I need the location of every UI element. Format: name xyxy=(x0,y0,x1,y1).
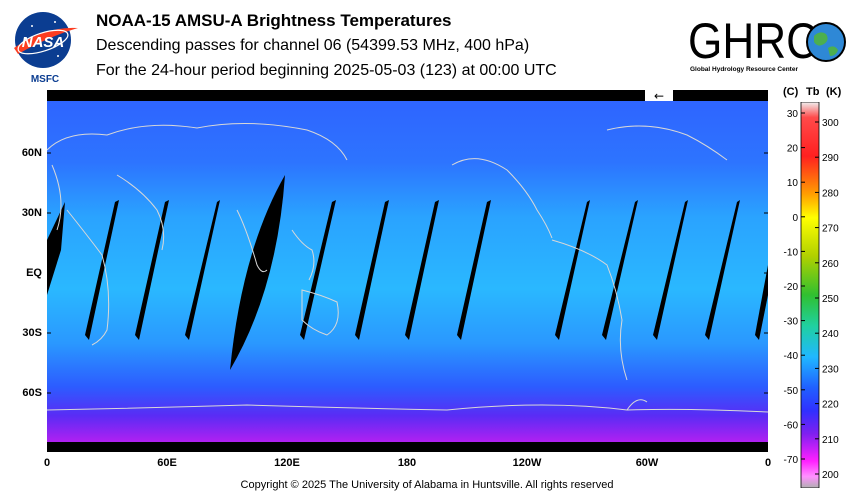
unit-kelvin: (K) xyxy=(826,86,842,98)
arrow-icon: ← xyxy=(645,90,673,103)
kelvin-tick-label: 230 xyxy=(822,364,839,375)
lon-label-60w: 60W xyxy=(635,457,659,469)
copyright-text: Copyright © 2025 The University of Alaba… xyxy=(240,479,614,491)
celsius-tick-label: -20 xyxy=(784,282,799,293)
celsius-tick-label: 20 xyxy=(787,144,799,155)
celsius-tick-label: -60 xyxy=(784,420,799,431)
celsius-tick-label: 0 xyxy=(792,213,798,224)
lon-label-0: 0 xyxy=(43,457,51,469)
msfc-caption: MSFC xyxy=(31,74,59,85)
missing-data-band-south xyxy=(47,442,768,452)
nasa-logo-text: NASA xyxy=(22,34,65,51)
missing-data-band-north xyxy=(47,90,768,101)
map-subtitle: Descending passes for channel 06 (54399.… xyxy=(96,37,530,54)
brightness-temperature-map: ← xyxy=(47,90,768,452)
kelvin-tick-label: 270 xyxy=(822,224,839,235)
kelvin-tick-label: 260 xyxy=(822,259,839,270)
celsius-tick-label: -70 xyxy=(784,455,799,466)
nasa-msfc-logo: NASA MSFC xyxy=(14,12,78,85)
ghrc-logo-text: GHRC xyxy=(688,13,818,69)
map-title: NOAA-15 AMSU-A Brightness Temperatures xyxy=(96,11,452,30)
coastlines xyxy=(47,122,768,413)
kelvin-ticks: 300 290 280 270 260 250 240 230 220 210 200 xyxy=(815,118,839,481)
kelvin-tick-label: 280 xyxy=(822,188,839,199)
svg-text:←: ← xyxy=(654,90,664,103)
lat-label-eq: EQ xyxy=(26,267,42,279)
unit-celsius: (C) xyxy=(783,86,799,98)
celsius-tick-label: -10 xyxy=(784,247,799,258)
celsius-ticks: 30 20 10 0 -10 -20 -30 -40 -50 -60 -70 xyxy=(784,109,805,466)
orbit-gaps xyxy=(47,175,768,370)
kelvin-tick-label: 250 xyxy=(822,294,839,305)
kelvin-tick-label: 210 xyxy=(822,435,839,446)
unit-tb: Tb xyxy=(806,86,820,98)
temperature-field xyxy=(47,90,768,452)
lat-label-30n: 30N xyxy=(21,207,42,219)
kelvin-tick-label: 300 xyxy=(822,118,839,129)
celsius-tick-label: 30 xyxy=(787,109,799,120)
kelvin-tick-label: 220 xyxy=(822,400,839,411)
lon-label-180: 180 xyxy=(397,457,417,469)
kelvin-tick-label: 240 xyxy=(822,329,839,340)
celsius-tick-label: 10 xyxy=(787,178,799,189)
celsius-tick-label: -40 xyxy=(784,351,799,362)
map-period: For the 24-hour period beginning 2025-05… xyxy=(96,62,557,79)
lon-label-120e: 120E xyxy=(274,457,300,469)
ghrc-caption: Global Hydrology Resource Center xyxy=(690,66,798,73)
lat-ticks xyxy=(47,152,768,394)
lon-label-120w: 120W xyxy=(512,457,542,469)
colorbar: 30 20 10 0 -10 -20 -30 -40 -50 -60 -70 300 290 280 27… xyxy=(784,102,839,488)
lat-label-60s: 60S xyxy=(22,387,42,399)
ghrc-logo: GHRC Global Hydrology Resource Center xyxy=(688,13,846,73)
lon-label-60e: 60E xyxy=(157,457,177,469)
lat-label-60n: 60N xyxy=(21,147,42,159)
celsius-tick-label: -50 xyxy=(784,386,799,397)
kelvin-tick-label: 290 xyxy=(822,153,839,164)
celsius-tick-label: -30 xyxy=(784,317,799,328)
colorbar-gradient xyxy=(800,102,820,488)
lat-label-30s: 30S xyxy=(22,327,42,339)
lon-label-0-right: 0 xyxy=(764,457,772,469)
kelvin-tick-label: 200 xyxy=(822,470,839,481)
